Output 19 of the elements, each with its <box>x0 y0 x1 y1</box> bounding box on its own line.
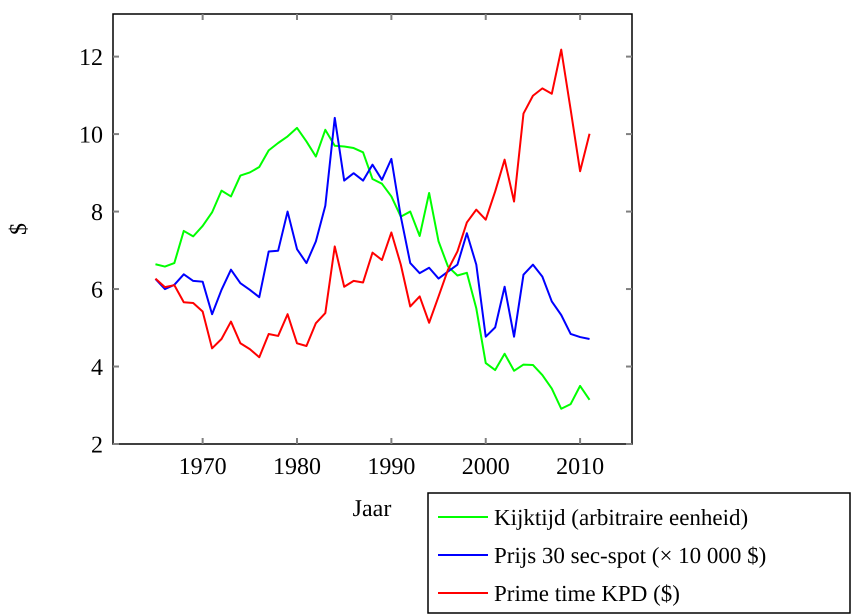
x-tick-label: 2010 <box>556 454 604 480</box>
y-tick-label: 4 <box>91 354 103 381</box>
x-axis-title: Jaar <box>352 496 392 522</box>
line-series <box>154 48 591 358</box>
x-tick-label: 1970 <box>178 454 227 480</box>
y-tick-label: 2 <box>91 432 103 458</box>
y-tick-label: 6 <box>91 277 103 304</box>
y-axis-title: $ <box>6 223 32 235</box>
x-tick-label: 1990 <box>367 454 416 480</box>
line-series <box>154 116 591 340</box>
legend-label: Prime time KPD ($) <box>494 581 680 606</box>
legend-label: Kijktijd (arbitraire eenheid) <box>494 505 748 530</box>
legend-label: Prijs 30 sec-spot (× 10 000 $) <box>494 543 766 568</box>
y-tick-label: 8 <box>91 200 103 226</box>
y-tick-label: 10 <box>79 122 103 148</box>
y-tick-label: 12 <box>79 45 103 72</box>
x-tick-label: 1980 <box>273 454 322 480</box>
line-series <box>154 126 591 410</box>
x-tick-label: 2000 <box>462 454 510 480</box>
